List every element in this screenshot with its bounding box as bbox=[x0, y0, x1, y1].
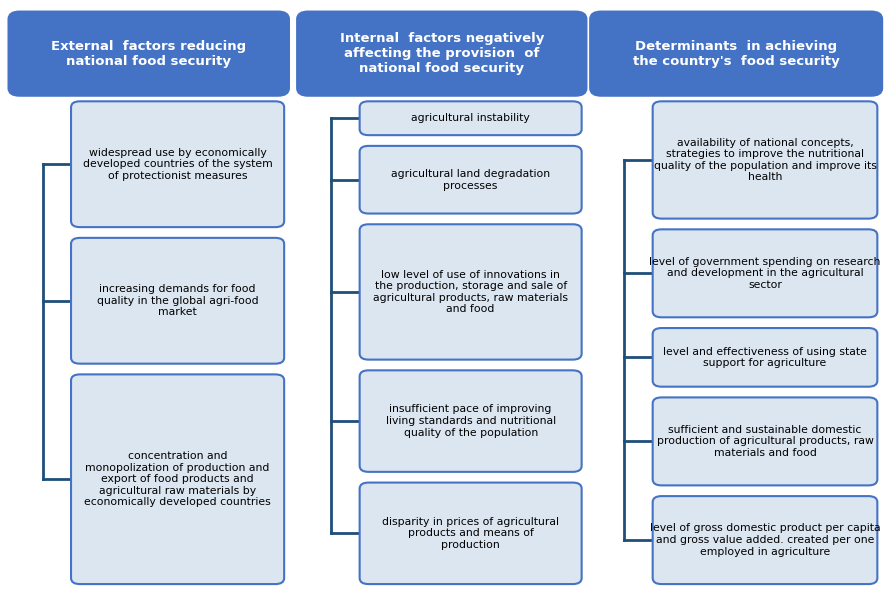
Text: widespread use by economically
developed countries of the system
of protectionis: widespread use by economically developed… bbox=[83, 148, 273, 181]
Text: insufficient pace of improving
living standards and nutritional
quality of the p: insufficient pace of improving living st… bbox=[385, 405, 556, 437]
FancyBboxPatch shape bbox=[653, 328, 877, 387]
FancyBboxPatch shape bbox=[591, 12, 882, 95]
FancyBboxPatch shape bbox=[71, 101, 284, 227]
Text: level of government spending on research
and development in the agricultural
sec: level of government spending on research… bbox=[649, 257, 881, 290]
FancyBboxPatch shape bbox=[71, 238, 284, 364]
Text: availability of national concepts,
strategies to improve the nutritional
quality: availability of national concepts, strat… bbox=[654, 138, 876, 182]
Text: level of gross domestic product per capita
and gross value added. created per on: level of gross domestic product per capi… bbox=[650, 523, 880, 557]
Text: increasing demands for food
quality in the global agri-food
market: increasing demands for food quality in t… bbox=[97, 284, 258, 317]
FancyBboxPatch shape bbox=[71, 374, 284, 584]
Text: agricultural land degradation
processes: agricultural land degradation processes bbox=[391, 169, 551, 191]
Text: level and effectiveness of using state
support for agriculture: level and effectiveness of using state s… bbox=[663, 346, 867, 368]
Text: Determinants  in achieving
the country's  food security: Determinants in achieving the country's … bbox=[633, 40, 839, 67]
FancyBboxPatch shape bbox=[297, 12, 586, 95]
FancyBboxPatch shape bbox=[360, 224, 582, 359]
Text: Internal  factors negatively
affecting the provision  of
national food security: Internal factors negatively affecting th… bbox=[339, 32, 544, 75]
FancyBboxPatch shape bbox=[653, 496, 877, 584]
Text: concentration and
monopolization of production and
export of food products and
a: concentration and monopolization of prod… bbox=[84, 451, 271, 507]
FancyBboxPatch shape bbox=[360, 483, 582, 584]
FancyBboxPatch shape bbox=[653, 229, 877, 317]
FancyBboxPatch shape bbox=[360, 101, 582, 135]
Text: low level of use of innovations in
the production, storage and sale of
agricultu: low level of use of innovations in the p… bbox=[373, 269, 568, 314]
Text: disparity in prices of agricultural
products and means of
production: disparity in prices of agricultural prod… bbox=[382, 517, 559, 550]
Text: agricultural instability: agricultural instability bbox=[411, 113, 530, 123]
FancyBboxPatch shape bbox=[653, 398, 877, 485]
FancyBboxPatch shape bbox=[9, 12, 289, 95]
FancyBboxPatch shape bbox=[360, 370, 582, 472]
FancyBboxPatch shape bbox=[360, 146, 582, 213]
FancyBboxPatch shape bbox=[653, 101, 877, 219]
Text: sufficient and sustainable domestic
production of agricultural products, raw
mat: sufficient and sustainable domestic prod… bbox=[656, 425, 874, 458]
Text: External  factors reducing
national food security: External factors reducing national food … bbox=[52, 40, 246, 67]
